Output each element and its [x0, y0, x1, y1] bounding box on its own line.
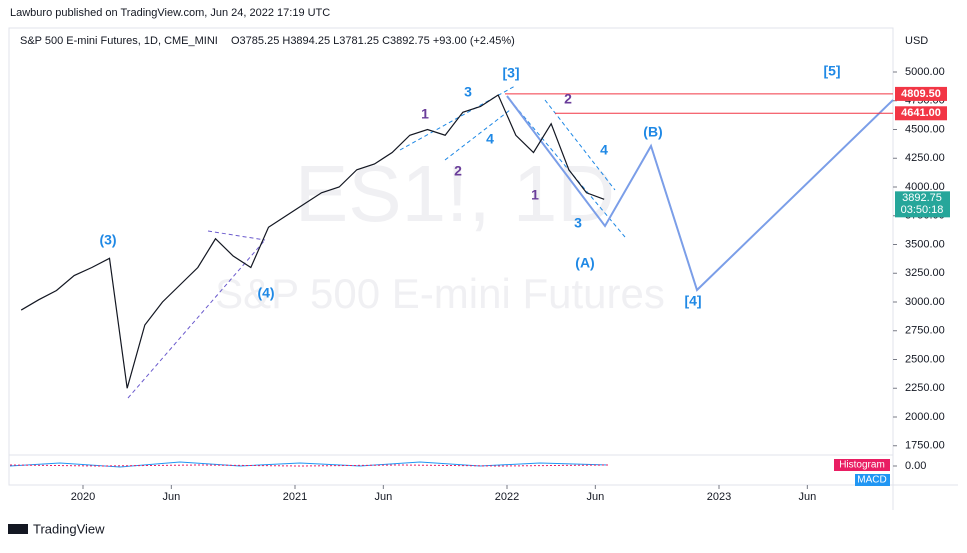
wave-label: 1 — [421, 106, 429, 122]
y-tick-label: 2250.00 — [905, 382, 945, 394]
wave-label: 1 — [531, 187, 539, 203]
wave-label: (4) — [257, 285, 274, 301]
wave-label: 3 — [574, 215, 582, 231]
level-tag — [895, 106, 947, 121]
channel-line — [399, 85, 516, 151]
wave-label: 2 — [454, 163, 462, 179]
x-tick-label: Jun — [586, 491, 604, 503]
macd-histogram-tag — [834, 459, 890, 471]
y-tick-label: 3250.00 — [905, 267, 945, 279]
y-tick-label: 4500.00 — [905, 123, 945, 135]
y-tick-label: 3500.00 — [905, 238, 945, 250]
wave-label: (B) — [643, 124, 662, 140]
wave-label: 3 — [464, 84, 472, 100]
countdown: 03:50:18 — [901, 204, 944, 216]
ohlc: O3785.25 H3894.25 L3781.25 C3892.75 +93.… — [231, 35, 515, 47]
publisher: Lawburo published on TradingView.com, Ju… — [10, 7, 330, 19]
macd-label: MACD — [857, 475, 886, 486]
drawings — [9, 85, 894, 468]
last-price-tag — [895, 191, 950, 218]
macd-tag — [855, 474, 890, 486]
wave-label: 4 — [600, 142, 608, 158]
watermark: ES1!, 1D — [295, 149, 615, 238]
x-tick-label: 2020 — [71, 491, 95, 503]
footer: TradingView — [33, 521, 105, 536]
y-tick-label: 5000.00 — [905, 66, 945, 78]
channel-line — [544, 99, 616, 191]
y-tick-label: 2000.00 — [905, 411, 945, 423]
level-label: 4809.50 — [901, 88, 941, 100]
currency: USD — [905, 35, 928, 47]
wave-label: 4 — [486, 131, 494, 147]
watermark: S&P 500 E-mini Futures — [215, 270, 665, 317]
price-line — [20, 94, 605, 389]
y-tick-label: 4250.00 — [905, 152, 945, 164]
x-tick-label: 2023 — [707, 491, 731, 503]
x-tick-label: 2021 — [283, 491, 307, 503]
wave-label: 2 — [564, 91, 572, 107]
y-tick-label: 4000.00 — [905, 181, 945, 193]
wave-label: (3) — [99, 232, 116, 248]
x-tick-label: 2022 — [495, 491, 519, 503]
x-tick-label: Jun — [374, 491, 392, 503]
projection — [506, 95, 894, 292]
macd-label: Histogram — [839, 460, 885, 471]
channel-line — [509, 99, 626, 238]
level-label: 4641.00 — [901, 107, 941, 119]
y-tick-label: 2500.00 — [905, 353, 945, 365]
x-tick-label: Jun — [798, 491, 816, 503]
wave-label: (A) — [575, 255, 594, 271]
y-tick-label: 3000.00 — [905, 296, 945, 308]
wave-label: [5] — [823, 63, 840, 79]
macd-line — [9, 461, 609, 468]
wave-label: [4] — [684, 293, 701, 309]
level-tag — [895, 86, 947, 101]
x-tick-label: Jun — [162, 491, 180, 503]
symbol-title: S&P 500 E-mini Futures, 1D, CME_MINI — [20, 35, 218, 47]
wave-label: [3] — [502, 65, 519, 81]
y-tick-label: 1750.00 — [905, 440, 945, 452]
last-price-label: 3892.75 — [902, 192, 942, 204]
logo — [8, 524, 28, 534]
trend-line — [207, 230, 266, 241]
y-tick-label: 2750.00 — [905, 325, 945, 337]
macd-tick: 0.00 — [905, 460, 926, 472]
